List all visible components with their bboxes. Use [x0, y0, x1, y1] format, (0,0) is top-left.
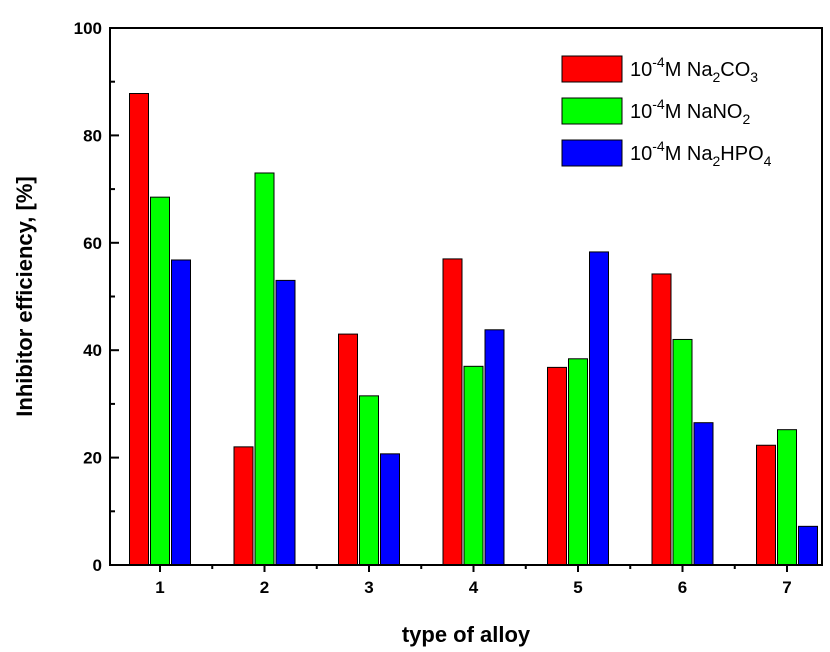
y-tick-label: 0 — [93, 556, 102, 575]
legend-label-1: 10-4M Na2CO3 — [630, 54, 758, 85]
legend: 10-4M Na2CO3 10-4M NaNO2 10-4M Na2HPO4 — [561, 54, 772, 169]
bar-2-category-1 — [150, 196, 170, 566]
x-tick-label: 1 — [155, 578, 164, 597]
y-tick-label: 100 — [74, 19, 102, 38]
y-tick-label: 80 — [83, 126, 102, 145]
bar-3-category-5 — [589, 251, 609, 566]
bars-group — [129, 93, 818, 566]
bar-1-category-5 — [547, 366, 567, 566]
plot-area: 0 20 40 60 80 100 1 2 3 4 5 6 7 — [74, 19, 823, 597]
bar-3-category-7 — [798, 525, 818, 566]
y-tick-label: 60 — [83, 234, 102, 253]
legend-label-3: 10-4M Na2HPO4 — [630, 138, 772, 169]
y-axis: 0 20 40 60 80 100 — [74, 19, 119, 575]
legend-label-2: 10-4M NaNO2 — [630, 96, 751, 127]
bar-3-category-1 — [171, 259, 191, 566]
bar-2-category-3 — [359, 395, 379, 566]
bar-3-category-2 — [275, 279, 296, 566]
y-axis-label: Inhibitor efficiency, [%] — [12, 176, 37, 416]
bar-2-category-4 — [463, 365, 484, 566]
y-tick-label: 20 — [83, 449, 102, 468]
x-tick-label: 6 — [678, 578, 687, 597]
bar-1-category-2 — [233, 446, 254, 566]
x-axis: 1 2 3 4 5 6 7 — [155, 565, 792, 597]
legend-swatch-1 — [561, 55, 623, 83]
x-tick-label: 3 — [364, 578, 373, 597]
x-tick-label: 7 — [782, 578, 791, 597]
x-tick-label: 5 — [573, 578, 582, 597]
bar-1-category-7 — [756, 444, 776, 566]
bar-1-category-3 — [338, 333, 358, 566]
bar-1-category-4 — [442, 258, 463, 566]
x-axis-label: type of alloy — [402, 622, 531, 647]
x-tick-label: 2 — [260, 578, 269, 597]
bar-1-category-6 — [651, 273, 672, 566]
bar-1-category-1 — [129, 93, 149, 566]
x-tick-label: 4 — [469, 578, 479, 597]
bar-3-category-6 — [693, 422, 714, 566]
bar-2-category-7 — [777, 429, 797, 566]
bar-2-category-5 — [568, 358, 588, 566]
bar-2-category-6 — [672, 338, 693, 566]
legend-swatch-3 — [561, 139, 623, 167]
bar-3-category-4 — [484, 329, 505, 566]
legend-swatch-2 — [561, 97, 623, 125]
y-tick-label: 40 — [83, 341, 102, 360]
bar-3-category-3 — [380, 453, 400, 566]
bar-2-category-2 — [254, 172, 275, 566]
